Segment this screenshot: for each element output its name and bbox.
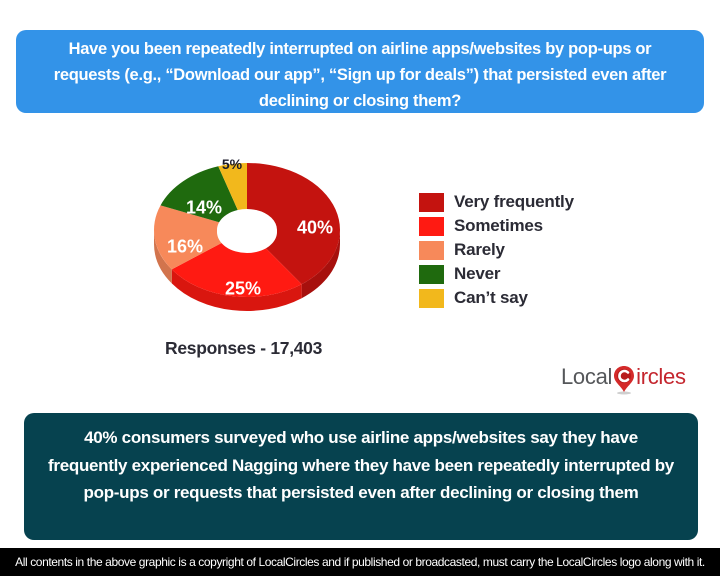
donut-chart-graphic — [154, 163, 340, 311]
legend-swatch-very-frequently — [419, 192, 444, 212]
legend-item-very-frequently: Very frequently — [419, 190, 574, 214]
key-finding-text: 40% consumers surveyed who use airline a… — [48, 428, 674, 502]
copyright-text: All contents in the above graphic is a c… — [15, 555, 705, 569]
legend-item-never: Never — [419, 262, 574, 286]
donut-chart: 40% 25% 16% 14% 5% — [140, 150, 370, 330]
copyright-footer: All contents in the above graphic is a c… — [0, 548, 720, 576]
legend-label: Never — [454, 264, 501, 283]
key-finding-banner: 40% consumers surveyed who use airline a… — [24, 413, 698, 540]
slice-label-sometimes: 25% — [224, 278, 262, 299]
slice-label-very-frequently: 40% — [296, 217, 334, 238]
responses-count: Responses - 17,403 — [165, 338, 323, 358]
legend-label: Rarely — [454, 240, 505, 259]
legend-swatch-rarely — [419, 240, 444, 260]
localcircles-logo: Local ircles — [561, 362, 686, 395]
chart-legend: Very frequently Sometimes Rarely Never C… — [419, 190, 574, 310]
legend-swatch-cant-say — [419, 288, 444, 308]
legend-label: Can’t say — [454, 288, 528, 307]
logo-text-local: Local — [561, 364, 613, 389]
location-pin-icon — [614, 366, 635, 395]
question-text: Have you been repeatedly interrupted on … — [53, 40, 667, 110]
question-banner: Have you been repeatedly interrupted on … — [16, 30, 704, 113]
slice-label-cant-say: 5% — [221, 156, 243, 172]
legend-label: Very frequently — [454, 192, 574, 211]
legend-item-rarely: Rarely — [419, 238, 574, 262]
legend-item-sometimes: Sometimes — [419, 214, 574, 238]
slice-label-never: 14% — [185, 197, 223, 218]
legend-item-cant-say: Can’t say — [419, 286, 574, 310]
slice-label-rarely: 16% — [166, 236, 204, 257]
legend-swatch-sometimes — [419, 216, 444, 236]
legend-swatch-never — [419, 264, 444, 284]
legend-label: Sometimes — [454, 216, 543, 235]
logo-text-ircles: ircles — [636, 364, 686, 389]
